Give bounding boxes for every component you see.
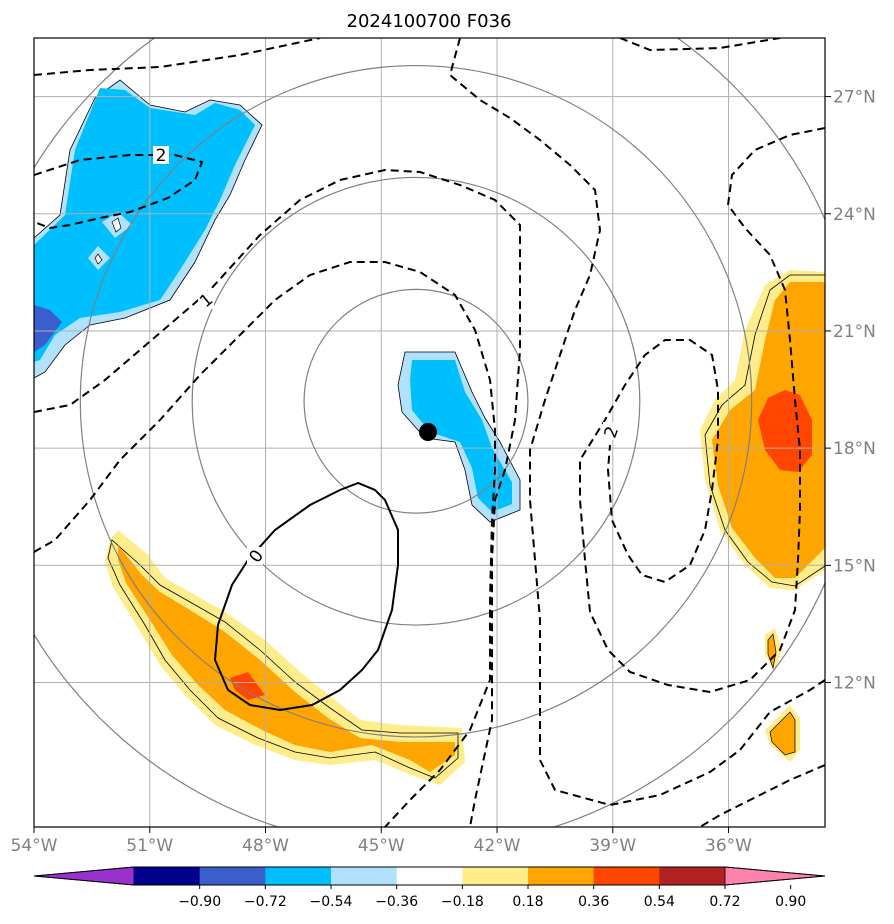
colorbar-tick-label: 0.54 [644, 894, 675, 910]
y-axis-ticks: 27°N 24°N 21°N 18°N 15°N 12°N [825, 88, 876, 693]
colorbar-segment [396, 867, 463, 885]
range-ring-1 [191, 176, 641, 626]
colorbar-segment [659, 867, 726, 885]
colorbar-tick-label: 0.90 [775, 894, 806, 910]
colorbar-segment [199, 867, 266, 885]
range-rings [34, 38, 825, 827]
x-tick-label: 45°W [358, 836, 405, 856]
colorbar-tick-label: −0.90 [178, 894, 221, 910]
contour-lines [34, 38, 825, 827]
colorbar-segment [331, 867, 398, 885]
contour-line-nw [34, 154, 204, 230]
y-tick-label: 21°N [833, 322, 876, 342]
storm-center-marker [419, 423, 437, 441]
contour-line-2-east [579, 127, 825, 694]
positive-anomaly-region-east [700, 270, 825, 762]
colorbar [33, 866, 826, 886]
colorbar-tick-label: −0.72 [244, 894, 287, 910]
y-tick-label: 27°N [833, 88, 876, 108]
colorbar-segment [462, 867, 529, 885]
contour-line-north-central [448, 38, 825, 807]
contour-line-1 [34, 168, 521, 827]
chart-title: 2024100700 F036 [347, 11, 512, 32]
x-tick-label: 51°W [126, 836, 173, 856]
y-tick-label: 24°N [833, 205, 876, 225]
range-ring-0 [303, 288, 529, 514]
contour-line-south-east [699, 764, 825, 827]
colorbar-segment [528, 867, 595, 885]
colorbar-extend-low [33, 866, 135, 886]
x-tick-label: 36°W [705, 836, 752, 856]
colorbar-ticks: −0.90 −0.72 −0.54 −0.36 −0.18 0.18 0.36 0.54 0.7… [178, 885, 806, 910]
colorbar-tick-label: 0.72 [709, 894, 740, 910]
colorbar-segment [593, 867, 660, 885]
contour-line-north-east-top [619, 38, 781, 52]
colorbar-tick-label: −0.18 [441, 894, 484, 910]
colorbar-tick-label: −0.54 [310, 894, 353, 910]
colorbar-extend-high [724, 866, 826, 886]
y-tick-label: 12°N [833, 673, 876, 693]
positive-anomaly-region-southwest [105, 530, 465, 785]
y-tick-label: 15°N [833, 556, 876, 576]
x-tick-label: 48°W [242, 836, 289, 856]
y-tick-label: 18°N [833, 439, 876, 459]
negative-anomaly-region-northwest [34, 79, 263, 379]
contour-labels: 2 1 0 2 [153, 146, 623, 567]
contour-line-0-solid [213, 481, 399, 712]
negative-anomaly-region-center [397, 351, 521, 523]
colorbar-tick-label: 0.36 [578, 894, 609, 910]
map-area: 2 1 0 2 [34, 38, 825, 827]
contour-label-nw: 2 [156, 146, 167, 166]
range-ring-2 [79, 64, 753, 738]
colorbar-outline [33, 866, 826, 886]
x-tick-label: 54°W [11, 836, 58, 856]
colorbar-tick-label: 0.18 [512, 894, 543, 910]
x-axis-ticks: 54°W 51°W 48°W 45°W 42°W 39°W 36°W [11, 827, 752, 856]
colorbar-tick-label: −0.36 [375, 894, 418, 910]
map-frame [33, 37, 826, 828]
colorbar-segment [265, 867, 332, 885]
contour-line-0-outer [34, 261, 496, 827]
x-tick-label: 42°W [474, 836, 521, 856]
contour-line-outer-west [34, 38, 321, 76]
colorbar-segment [134, 867, 201, 885]
x-tick-label: 39°W [589, 836, 636, 856]
